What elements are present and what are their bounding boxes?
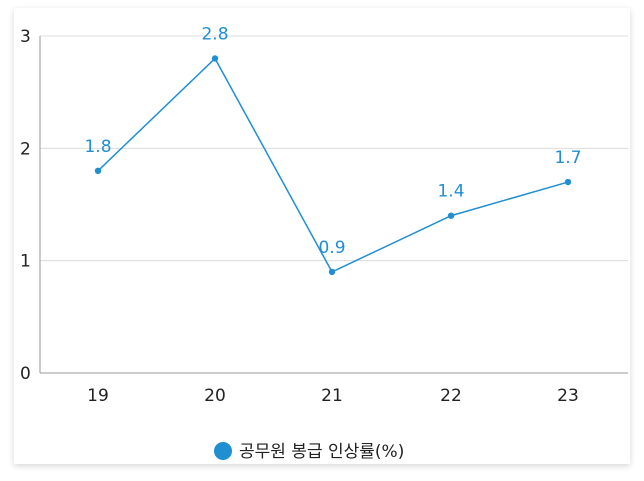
y-tick-label-2: 2 [20,139,31,159]
x-tick-label-20: 20 [204,386,226,406]
x-tick-label-23: 23 [557,386,579,406]
legend-marker [214,442,232,460]
data-label-23: 1.7 [554,148,581,168]
data-point-21 [328,268,336,276]
data-label-21: 0.9 [318,238,345,258]
chart-card [14,8,630,464]
data-point-23 [564,178,572,186]
y-tick-label-0: 0 [20,364,31,384]
data-label-19: 1.8 [84,137,111,157]
y-tick-label-3: 3 [20,27,31,47]
data-label-20: 2.8 [201,24,228,44]
x-tick-label-22: 22 [440,386,462,406]
data-point-22 [447,212,455,219]
legend-label: 공무원 봉급 인상률(%) [239,442,404,462]
y-tick-label-1: 1 [20,252,31,272]
data-point-20 [211,55,219,62]
x-tick-label-19: 19 [87,386,109,406]
data-label-22: 1.4 [437,182,464,202]
data-point-19 [94,167,102,174]
x-tick-label-21: 21 [321,386,343,406]
